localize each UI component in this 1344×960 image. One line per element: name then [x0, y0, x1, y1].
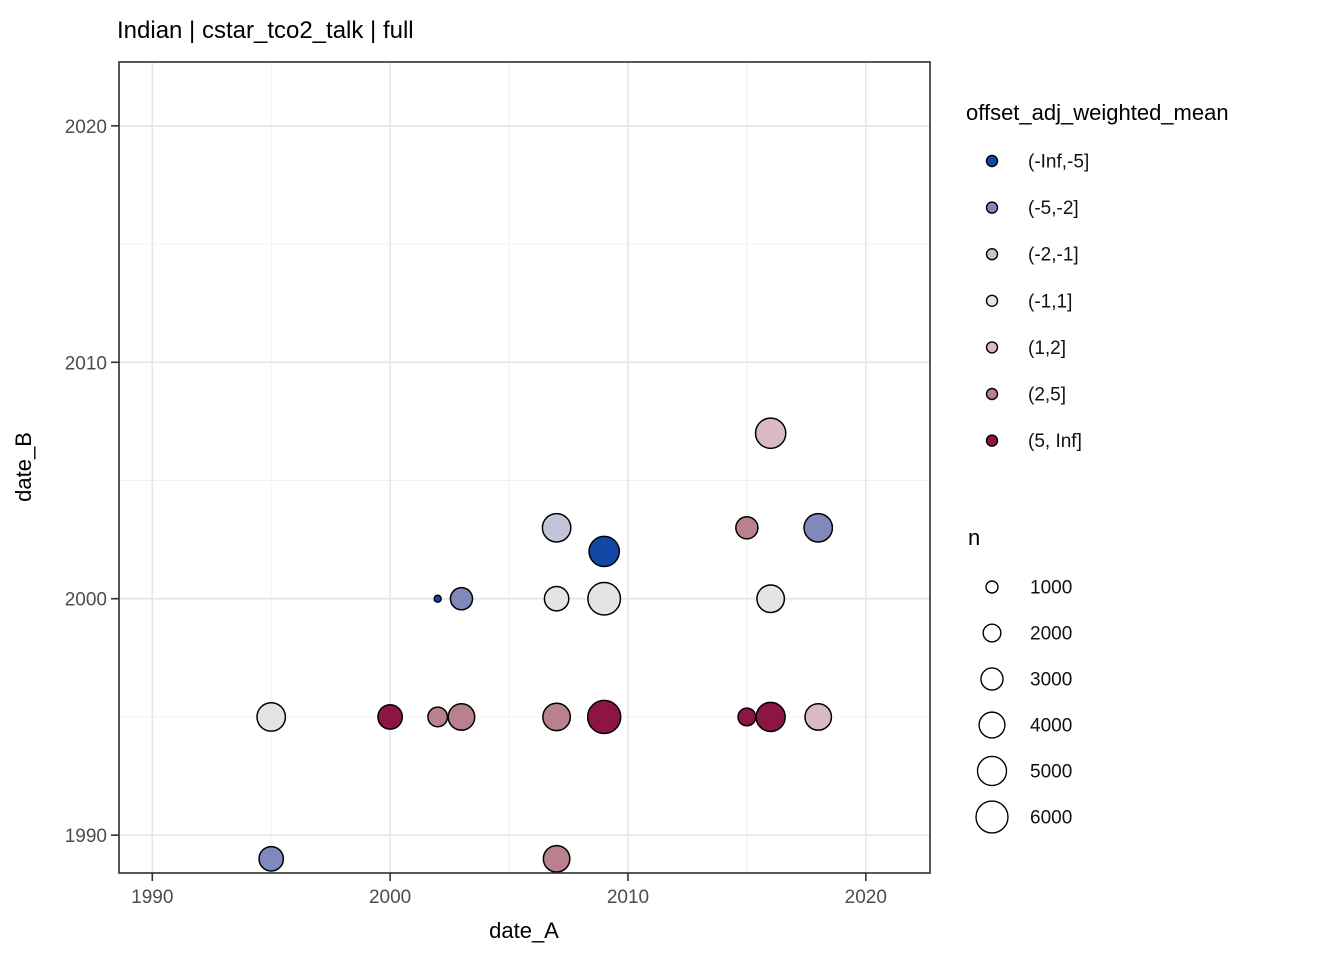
color-legend-label: (-5,-2]: [1028, 198, 1079, 219]
data-point: [587, 581, 622, 616]
color-legend-label: (5, Inf]: [1028, 431, 1082, 452]
color-legend-key: [985, 341, 999, 354]
x-axis-title: date_A: [489, 918, 559, 943]
color-legend-key: [985, 294, 999, 307]
size-legend-label: 2000: [1030, 624, 1072, 645]
data-point: [735, 516, 759, 540]
y-tick-label: 2000: [65, 590, 107, 611]
color-legend-title: offset_adj_weighted_mean: [966, 100, 1229, 125]
y-tick-label: 2010: [65, 353, 107, 374]
data-point: [756, 584, 786, 614]
color-legend-label: (-Inf,-5]: [1028, 152, 1089, 173]
data-point: [258, 845, 285, 872]
data-point: [542, 844, 571, 873]
x-tick-label: 2010: [607, 887, 649, 908]
chart-title: Indian | cstar_tco2_talk | full: [117, 17, 414, 44]
x-tick-label: 1990: [131, 887, 173, 908]
data-point: [377, 704, 404, 730]
data-point: [543, 585, 570, 612]
data-point: [256, 701, 287, 732]
data-point: [588, 535, 621, 568]
size-legend-key: [982, 623, 1002, 643]
axis-tick-layer: 1990 2000 2010 2020 1990 2000 2010 2020: [65, 117, 887, 908]
size-legend-title: n: [968, 525, 980, 550]
color-legend-key: [985, 154, 999, 168]
size-legend-key: [978, 711, 1006, 739]
data-point: [449, 586, 474, 611]
color-legend-key: [985, 434, 999, 447]
color-legend-label: (-1,1]: [1028, 291, 1072, 312]
gridline-layer: [119, 62, 930, 873]
data-point: [433, 594, 442, 603]
x-tick-label: 2020: [845, 887, 887, 908]
plot-panel-border: [118, 61, 931, 874]
data-point: [804, 702, 833, 731]
size-legend-key: [975, 800, 1009, 834]
y-tick-label: 2020: [65, 117, 107, 138]
data-point: [737, 707, 757, 727]
data-point: [754, 417, 787, 450]
y-tick-label: 1990: [65, 826, 107, 847]
color-legend-label: (2,5]: [1028, 385, 1066, 406]
size-legend-label: 4000: [1030, 716, 1072, 737]
color-legend-label: (-2,-1]: [1028, 245, 1079, 266]
size-legend-label: 1000: [1030, 578, 1072, 599]
x-tick-label: 2000: [369, 887, 411, 908]
data-point: [427, 706, 449, 728]
data-point-layer: [256, 417, 834, 873]
color-legend-key: [985, 387, 999, 401]
color-legend-label: (1,2]: [1028, 338, 1066, 359]
size-legend-label: 3000: [1030, 670, 1072, 691]
color-legend: (-Inf,-5] (-5,-2] (-2,-1] (-1,1] (1,2] (2,5] (…: [985, 152, 1089, 452]
y-axis-title: date_B: [11, 432, 36, 502]
size-legend-key: [980, 667, 1004, 691]
data-point: [755, 701, 786, 733]
size-legend-label: 5000: [1030, 762, 1072, 783]
data-point: [541, 512, 572, 543]
data-point: [542, 702, 572, 732]
size-legend-label: 6000: [1030, 808, 1072, 829]
size-legend-key: [976, 755, 1008, 787]
color-legend-key: [985, 247, 999, 261]
data-point: [586, 699, 622, 735]
color-legend-key: [985, 201, 999, 214]
data-point: [803, 512, 834, 543]
size-legend-key: [985, 580, 999, 594]
size-legend: 1000 2000 3000 4000 5000 6000: [975, 578, 1072, 834]
data-point: [447, 702, 476, 731]
